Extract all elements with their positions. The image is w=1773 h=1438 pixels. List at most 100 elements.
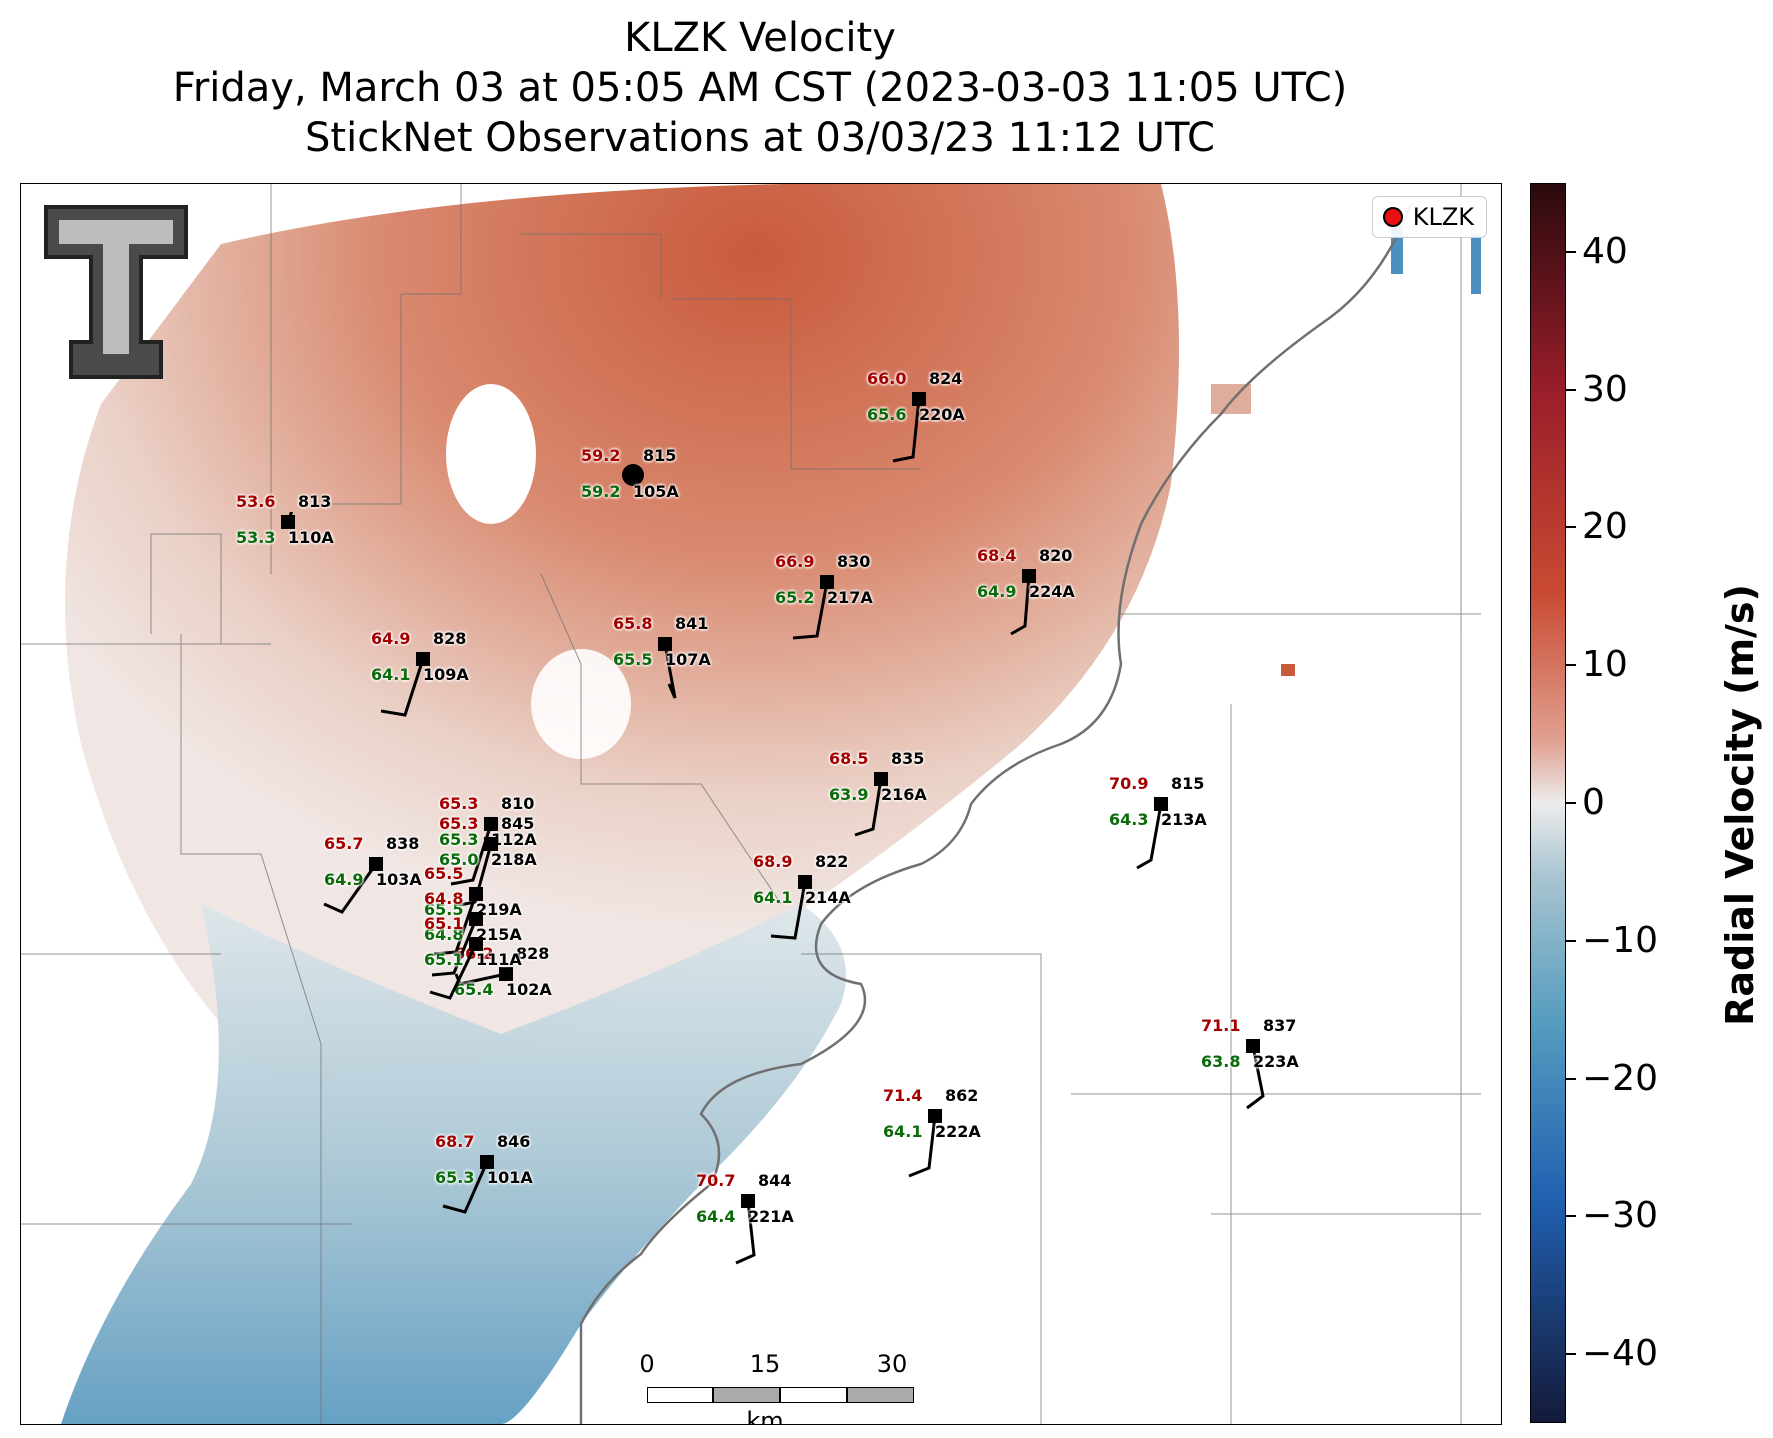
temperature-label: 65.1 — [424, 914, 464, 933]
wind-barb-icon — [380, 658, 425, 717]
station-id-label: 213A — [1161, 810, 1207, 829]
pressure-label: 830 — [837, 552, 871, 571]
station-id-label: 223A — [1253, 1052, 1299, 1071]
pressure-label: 838 — [386, 834, 420, 853]
dewpoint-label: 59.2 — [581, 482, 621, 501]
dewpoint-label: 64.3 — [1109, 810, 1149, 829]
station-id-label: 109A — [423, 665, 469, 684]
wind-barb-icon — [429, 943, 478, 1000]
scale-segment — [713, 1387, 780, 1403]
pressure-label: 824 — [929, 369, 963, 388]
pressure-label: 813 — [298, 492, 332, 511]
pressure-label: 844 — [758, 1171, 792, 1190]
colorbar-tick — [1566, 250, 1576, 253]
wind-barb-icon — [323, 863, 378, 914]
station-marker — [499, 967, 513, 981]
dewpoint-label: 63.8 — [1201, 1052, 1241, 1071]
station-id-label: 219A — [476, 900, 522, 919]
station-id-label: 218A — [491, 850, 537, 869]
colorbar-title: Radial Velocity (m/s) — [1718, 584, 1762, 1026]
temperature-label: 53.6 — [236, 492, 276, 511]
station-marker — [874, 772, 888, 786]
scale-bar: 0 15 30 km — [628, 1332, 918, 1424]
title-line-2: Friday, March 03 at 05:05 AM CST (2023-0… — [172, 65, 1348, 111]
station-id-label: 102A — [506, 980, 552, 999]
station-marker — [928, 1109, 942, 1123]
dewpoint-label: 65.6 — [867, 405, 907, 424]
station-id-label: 222A — [935, 1122, 981, 1141]
temperature-label: 65.3 — [439, 794, 479, 813]
colorbar-tick — [1566, 1353, 1576, 1356]
radar-map[interactable]: KLZK 53.6 813 53.3 110A 59.2 815 59.2 105A 66.0 8… — [20, 183, 1502, 1425]
colorbar-tick-label: 30 — [1582, 368, 1628, 410]
station-marker — [741, 1194, 755, 1208]
pressure-label: 845 — [501, 814, 535, 833]
legend-label: KLZK — [1412, 203, 1474, 231]
temperature-label: 66.9 — [775, 552, 815, 571]
pressure-label: 820 — [1039, 546, 1073, 565]
title-line-3: StickNet Observations at 03/03/23 11:12 … — [305, 115, 1215, 161]
pressure-label: 822 — [815, 852, 849, 871]
title-line-1: KLZK Velocity — [624, 15, 896, 61]
station-marker — [912, 392, 926, 406]
velocity-field — [21, 184, 1481, 1424]
colorbar-tick-label: 10 — [1582, 644, 1628, 686]
station-marker — [469, 937, 483, 951]
texas-tech-logo — [41, 202, 191, 386]
station-id-label: 111A — [476, 950, 522, 969]
pressure-label: 841 — [675, 614, 709, 633]
temperature-label: 68.9 — [753, 852, 793, 871]
radar-site-dot — [622, 464, 644, 486]
wind-barb-icon — [735, 1200, 756, 1265]
scale-tick: 15 — [749, 1350, 781, 1378]
pressure-label: 846 — [497, 1132, 531, 1151]
colorbar-tick-label: 0 — [1582, 782, 1605, 823]
station-marker — [281, 515, 295, 529]
station-marker — [658, 637, 672, 651]
colorbar-tick-label: −30 — [1582, 1195, 1658, 1237]
temperature-label: 68.4 — [977, 546, 1017, 565]
colorbar-tick — [1566, 664, 1576, 667]
colorbar-tick — [1566, 1215, 1576, 1218]
station-marker — [469, 887, 483, 901]
temperature-label: 68.7 — [435, 1132, 475, 1151]
dewpoint-label: 64.1 — [883, 1122, 923, 1141]
dewpoint-label: 63.9 — [829, 785, 869, 804]
wind-barb-icon — [892, 398, 921, 463]
scale-unit: km — [746, 1407, 784, 1425]
dewpoint-label: 65.2 — [775, 588, 815, 607]
dewpoint-label: 65.5 — [424, 900, 464, 919]
station-marker — [369, 857, 383, 871]
wind-barb-icon — [442, 1161, 489, 1214]
wind-barb-icon — [1136, 803, 1163, 870]
station-marker — [484, 837, 498, 851]
wind-barb-icon — [454, 972, 507, 986]
temperature-label: 65.5 — [424, 864, 464, 883]
colorbar-tick-label: 20 — [1582, 506, 1628, 548]
pressure-label: 837 — [1263, 1016, 1297, 1035]
pressure-label: 828 — [433, 629, 467, 648]
station-marker — [1246, 1039, 1260, 1053]
station-id-label: 215A — [476, 925, 522, 944]
station-id-label: 110A — [288, 528, 334, 547]
radar-site-marker-icon — [1382, 207, 1403, 227]
colorbar-tick — [1566, 939, 1576, 942]
scale-tick: 30 — [876, 1350, 908, 1378]
station-id-label: 221A — [748, 1207, 794, 1226]
station-marker — [1022, 569, 1036, 583]
dewpoint-label: 65.4 — [454, 980, 494, 999]
temperature-label: 70.9 — [1109, 774, 1149, 793]
dewpoint-label: 64.1 — [753, 888, 793, 907]
temperature-label: 70.7 — [696, 1171, 736, 1190]
colorbar-tick-label: −40 — [1582, 1333, 1658, 1375]
station-id-label: 217A — [827, 588, 873, 607]
colorbar-tick — [1566, 802, 1576, 804]
temperature-label: 66.0 — [867, 369, 907, 388]
dewpoint-label: 64.4 — [696, 1207, 736, 1226]
station-id-label: 107A — [665, 650, 711, 669]
pressure-label: 815 — [1171, 774, 1205, 793]
pressure-label: 835 — [891, 749, 925, 768]
wind-barb-icon — [908, 1115, 937, 1178]
colorbar-tick — [1566, 1077, 1576, 1080]
dewpoint-label: 53.3 — [236, 528, 276, 547]
